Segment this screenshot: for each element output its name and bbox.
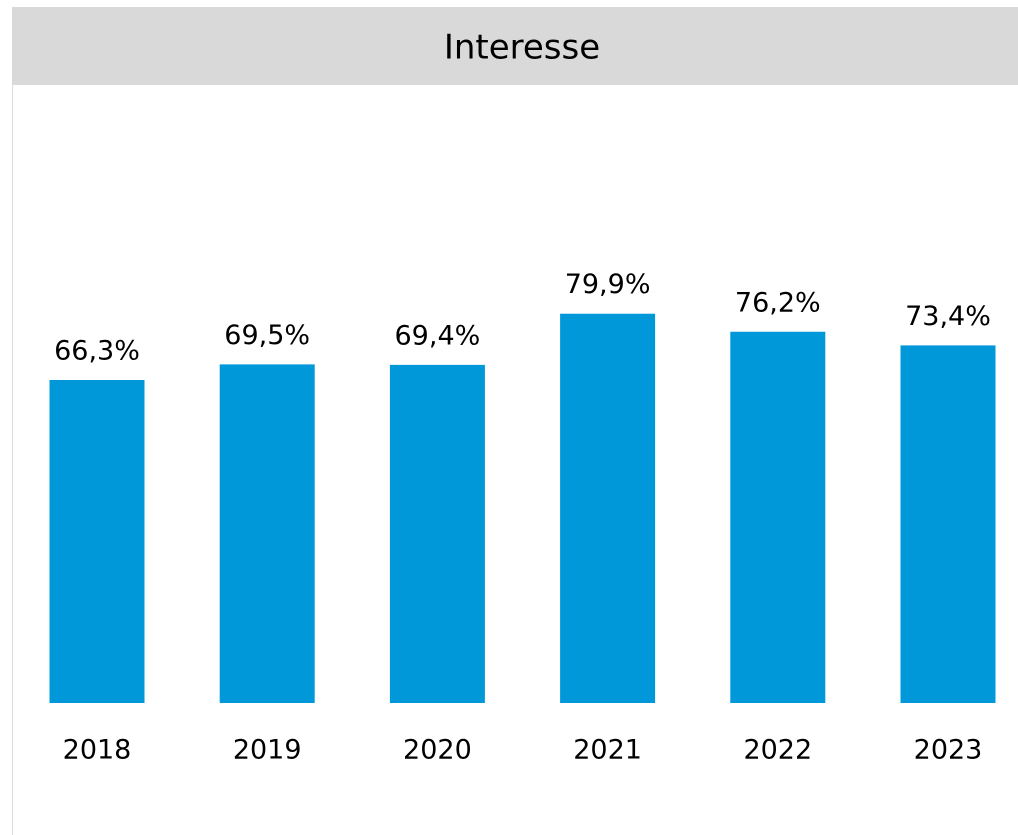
header-band [12, 7, 1018, 85]
value-label: 69,5% [224, 320, 310, 351]
x-tick-label: 2022 [743, 735, 812, 766]
bar [219, 364, 315, 703]
value-label: 79,9% [565, 269, 651, 300]
value-label: 73,4% [905, 301, 991, 332]
x-tick-label: 2018 [63, 735, 132, 766]
bar [730, 331, 826, 703]
x-tick-label: 2023 [914, 735, 983, 766]
bar [900, 345, 996, 703]
value-label: 76,2% [735, 287, 821, 318]
bar [49, 379, 145, 703]
bar [560, 313, 656, 703]
x-tick-label: 2020 [403, 735, 472, 766]
x-tick-label: 2021 [573, 735, 642, 766]
bar [389, 364, 485, 703]
value-label: 69,4% [395, 320, 481, 351]
value-label: 66,3% [54, 335, 140, 366]
chart-title: Interesse [444, 28, 600, 68]
x-tick-label: 2019 [233, 735, 302, 766]
